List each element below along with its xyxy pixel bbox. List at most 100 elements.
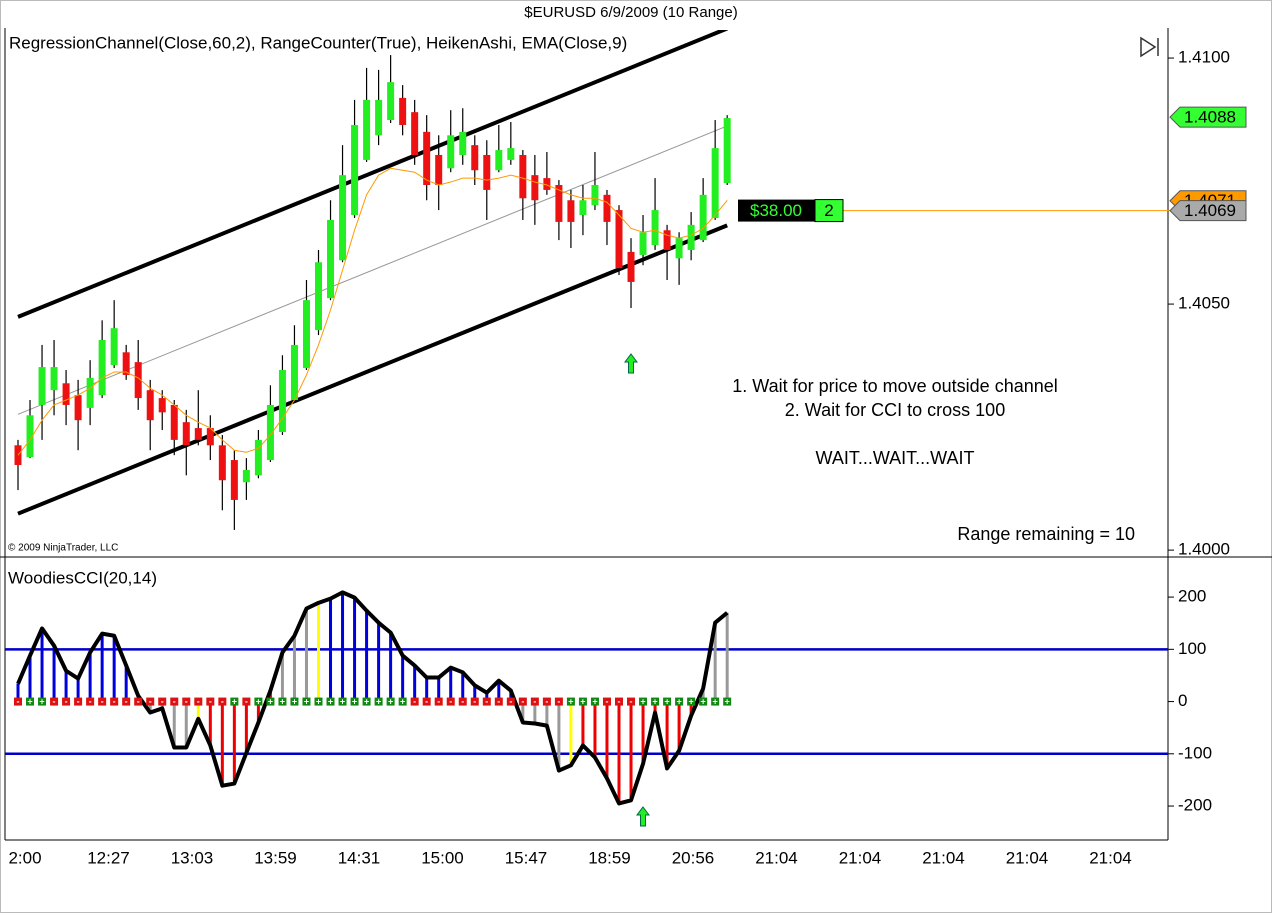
note: WAIT...WAIT...WAIT: [816, 448, 975, 468]
zero-line-sign: -: [618, 696, 621, 706]
candle-body: [411, 112, 419, 155]
zero-line-marker: [386, 697, 395, 706]
zero-line-sign: -: [437, 696, 440, 706]
candle-body: [603, 194, 611, 222]
zero-line-sign: +: [364, 696, 369, 706]
candle-body: [639, 232, 647, 255]
zero-line-marker: [74, 697, 83, 706]
cci-bar: [220, 701, 224, 786]
signal-arrow: [636, 806, 650, 827]
cci-bar: [617, 701, 621, 804]
cci-bar: [317, 602, 320, 702]
candle-body: [519, 154, 527, 199]
cci-bar: [88, 652, 92, 702]
zero-line-sign: -: [209, 696, 212, 706]
cci-bar: [280, 652, 284, 702]
y-tick-label: -200: [1178, 796, 1212, 815]
zero-line-marker: [338, 697, 347, 706]
zero-line-sign: +: [568, 696, 573, 706]
zero-line-marker: [266, 697, 275, 706]
zero-line-marker: [62, 697, 71, 706]
zero-line-marker: [602, 697, 611, 706]
zero-line-marker: [302, 697, 311, 706]
cci-bar: [389, 632, 393, 702]
x-tick-label: 13:03: [171, 848, 214, 867]
zero-line-sign: +: [340, 696, 345, 706]
candle-body: [375, 99, 383, 136]
zero-line-sign: -: [137, 696, 140, 706]
candle-body: [86, 377, 94, 408]
candle-body: [327, 219, 335, 299]
cci-bar: [304, 608, 308, 702]
x-tick-label: 21:04: [839, 848, 882, 867]
range-label: Range remaining = 10: [957, 524, 1135, 544]
note: 1. Wait for price to move outside channe…: [732, 376, 1058, 396]
cci-bar: [365, 610, 369, 702]
candle-body: [495, 150, 503, 171]
x-tick-label: 2:00: [8, 848, 41, 867]
cci-bar: [557, 701, 561, 771]
candle-body: [38, 367, 46, 405]
zero-line-sign: -: [113, 696, 116, 706]
play-icon[interactable]: [1140, 36, 1157, 58]
cci-bar: [112, 635, 116, 702]
zero-line-sign: +: [388, 696, 393, 706]
cci-title: WoodiesCCI(20,14): [8, 568, 157, 587]
candle-body: [254, 439, 262, 476]
cci-bar: [725, 612, 729, 702]
zero-line-sign: +: [713, 696, 718, 706]
cci-bar: [521, 701, 525, 723]
pnl-box: [738, 199, 815, 222]
candle-body: [194, 428, 202, 440]
zero-line-marker: [134, 697, 143, 706]
candle-body: [74, 395, 82, 421]
cci-bar: [124, 665, 128, 702]
candle-body: [567, 200, 575, 222]
candle-body: [363, 99, 371, 160]
zero-line-marker: [194, 697, 203, 706]
zero-line-sign: -: [425, 696, 428, 706]
zero-line-marker: [482, 697, 491, 706]
zero-line-marker: [170, 697, 179, 706]
cci-bar: [581, 701, 585, 746]
zero-line-marker: [675, 697, 684, 706]
x-tick-label: 14:31: [338, 848, 381, 867]
zero-line-marker: [711, 697, 720, 706]
zero-line-sign: -: [545, 696, 548, 706]
y-tick-label: 200: [1178, 587, 1206, 606]
y-tick-label: 1.4000: [1178, 540, 1230, 559]
indicator-label: RegressionChannel(Close,60,2), RangeCoun…: [9, 33, 627, 52]
cci-bar: [473, 685, 477, 702]
zero-line-marker: [50, 697, 59, 706]
candle-body: [579, 200, 587, 216]
scroll-icon[interactable]: [1140, 36, 1159, 58]
cci-bar: [353, 597, 357, 702]
cci-bar: [40, 628, 44, 702]
candle-body: [302, 300, 310, 369]
candle-body: [483, 154, 491, 190]
cci-bar: [76, 678, 80, 702]
zero-line-marker: [158, 697, 167, 706]
regression-line: [17, 30, 728, 319]
cci-line: [16, 590, 729, 806]
zero-line-sign: -: [557, 696, 560, 706]
zero-line-sign: +: [400, 696, 405, 706]
cci-bar: [184, 701, 188, 748]
price-marker-label: 1.4088: [1184, 108, 1236, 127]
zero-line-marker: [506, 697, 515, 706]
x-tick-label: 21:04: [1006, 848, 1049, 867]
candle-body: [98, 340, 106, 396]
zero-line-marker: [518, 697, 527, 706]
x-tick-label: 13:59: [254, 848, 297, 867]
cci-bar: [533, 701, 537, 724]
zero-line-marker: [110, 697, 119, 706]
candle-body: [651, 210, 659, 246]
zero-line-marker: [578, 697, 587, 706]
zero-line-sign: -: [221, 696, 224, 706]
cci-bar: [413, 665, 417, 702]
zero-line-sign: +: [352, 696, 357, 706]
zero-line-marker: [615, 697, 623, 706]
